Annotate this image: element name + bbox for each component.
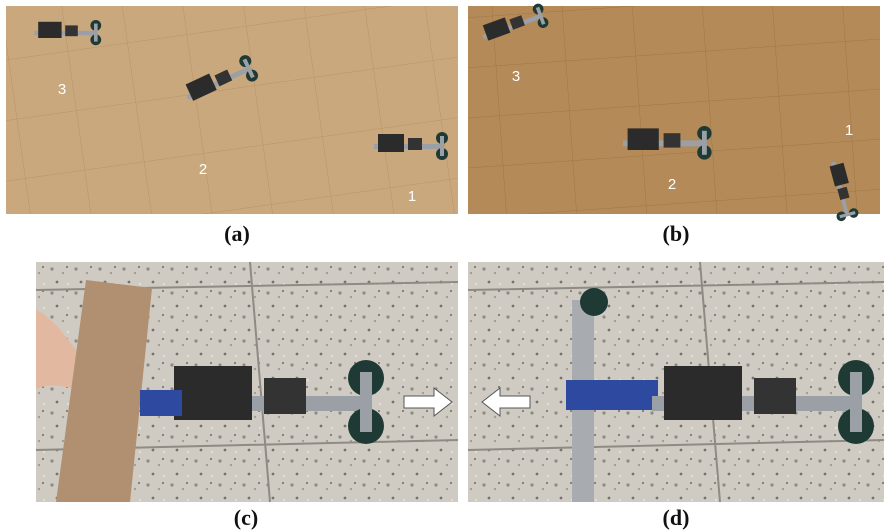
panel-c: (c): [36, 262, 458, 530]
robot-number: 1: [408, 188, 416, 205]
panel-a: 3 2 1 (a): [6, 6, 458, 246]
robot-number: 1: [845, 122, 853, 139]
panel-b: 3 2 1 (b): [468, 2, 880, 246]
panel-label: (b): [663, 221, 690, 246]
battery: [566, 380, 658, 410]
panel-label: (c): [234, 505, 258, 530]
robot-number: 3: [512, 68, 520, 85]
panel-d: (d): [468, 262, 884, 530]
battery: [140, 390, 182, 416]
figure: 3 2 1 (a) 3 2 1 (b) (c) (d): [0, 0, 888, 532]
panel-label: (d): [663, 505, 690, 530]
robot-number: 2: [199, 161, 207, 178]
robot-number: 3: [58, 81, 66, 98]
robot-number: 2: [668, 176, 676, 193]
photo: [6, 6, 458, 214]
panel-label: (a): [224, 221, 250, 246]
